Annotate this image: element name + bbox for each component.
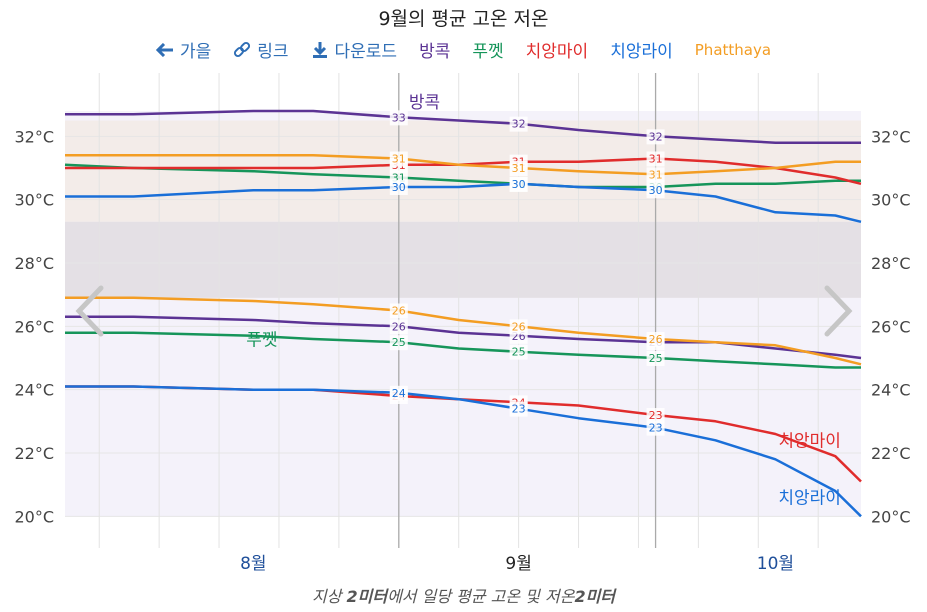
link-button[interactable]: 링크 [233,37,289,62]
data-label-bg [389,335,408,351]
series-annotation: 방콕 [409,93,440,113]
back-button-label: 가을 [179,42,212,62]
legend: 가을 링크 다운로드 방콕 푸껫 치앙마이 치앙라이 Phatthaya [0,37,927,62]
overlap-band [65,221,861,298]
data-label-bg [389,319,408,335]
data-label: 26 [392,305,406,318]
series-annotation: 치앙라이 [778,489,841,509]
data-label: 23 [649,409,663,422]
data-label: 30 [649,184,663,197]
data-label-bg [646,151,665,167]
download-button-label: 다운로드 [334,42,398,62]
data-label: 30 [512,178,526,191]
high-band [65,120,861,222]
legend-item-bangkok[interactable]: 방콕 [419,37,450,62]
data-label: 24 [392,387,406,400]
y-tick-label-left: 28°C [14,254,54,273]
data-label: 26 [649,333,663,346]
chevron-left-icon [75,285,104,337]
legend-label: 치앙라이 [610,42,673,62]
y-tick-label-left: 20°C [14,507,54,526]
data-label: 33 [392,111,406,124]
y-tick-label-right: 22°C [871,444,911,463]
y-tick-label-right: 24°C [871,381,911,400]
arrow-left-icon [155,42,174,57]
legend-label: 푸껫 [472,42,504,62]
y-tick-label-right: 28°C [871,254,911,273]
data-label-bg [646,129,665,145]
y-tick-label-left: 32°C [14,127,54,146]
data-label: 25 [649,352,663,365]
legend-item-chiang-mai[interactable]: 치앙마이 [526,37,589,62]
data-label-bg [509,344,528,360]
data-label-bg [509,176,528,192]
data-label: 32 [512,118,526,131]
data-label: 23 [512,403,526,416]
data-label: 26 [512,320,526,333]
chart-caption: 지상 2미터에서 일당 평균 고온 및 저온2미터 [0,583,927,607]
data-label: 31 [392,153,406,166]
data-label-bg [646,351,665,366]
data-label-bg [389,303,408,319]
legend-label: Phatthaya [694,40,772,59]
legend-item-chiang-rai[interactable]: 치앙라이 [610,37,673,62]
y-tick-label-left: 30°C [14,191,54,210]
y-tick-label-left: 24°C [14,381,54,400]
legend-label: 방콕 [419,42,451,62]
caption-text: 지상 [311,587,347,606]
y-tick-label-right: 20°C [871,507,911,526]
series-annotation: 푸껫 [246,330,277,350]
link-icon [233,41,251,59]
data-label-bg [509,401,528,417]
caption-bold: 2미터 [574,587,616,606]
data-label: 25 [512,346,526,359]
chart-title: 9월의 평균 고온 저온 [378,8,549,30]
data-label-bg [646,332,665,347]
data-label-bg [389,385,408,401]
y-tick-label-right: 30°C [871,191,911,210]
caption-bold: 2미터 [346,587,388,606]
data-label-bg [646,183,665,199]
month-label: 9월 [505,554,531,574]
month-label: 8월 [240,554,266,574]
data-label-bg [389,151,408,167]
data-label-bg [509,161,528,176]
y-tick-label-left: 22°C [14,444,54,463]
next-arrow-button[interactable] [824,285,853,337]
data-label: 32 [649,130,663,143]
legend-label: 치앙마이 [525,42,589,62]
caption-text: 에서 일당 평균 고온 및 저온 [387,587,575,606]
data-label: 26 [392,320,406,333]
y-tick-label-right: 26°C [871,317,911,336]
data-label-bg [646,408,665,423]
data-label: 25 [392,336,406,349]
data-label-bg [646,420,665,436]
data-label: 31 [649,153,663,166]
download-button[interactable]: 다운로드 [311,37,398,62]
data-label: 23 [649,422,663,435]
data-label-bg [509,319,528,335]
download-icon [311,41,329,59]
month-label: 10월 [757,554,794,574]
prev-arrow-button[interactable] [75,285,104,337]
legend-item-phuket[interactable]: 푸껫 [472,37,503,62]
link-button-label: 링크 [257,42,289,62]
back-button[interactable]: 가을 [155,37,212,62]
chevron-right-icon [824,285,853,337]
y-tick-label-right: 32°C [871,127,911,146]
data-label-bg [389,110,408,126]
data-label: 31 [649,168,663,181]
data-label-bg [646,167,665,183]
y-tick-label-left: 26°C [14,317,54,336]
data-label: 31 [512,162,526,175]
data-label-bg [509,116,528,132]
data-label-bg [389,180,408,195]
legend-item-phatthaya[interactable]: Phatthaya [695,37,771,62]
series-annotation: 치앙마이 [778,432,841,452]
data-label: 30 [392,181,406,194]
